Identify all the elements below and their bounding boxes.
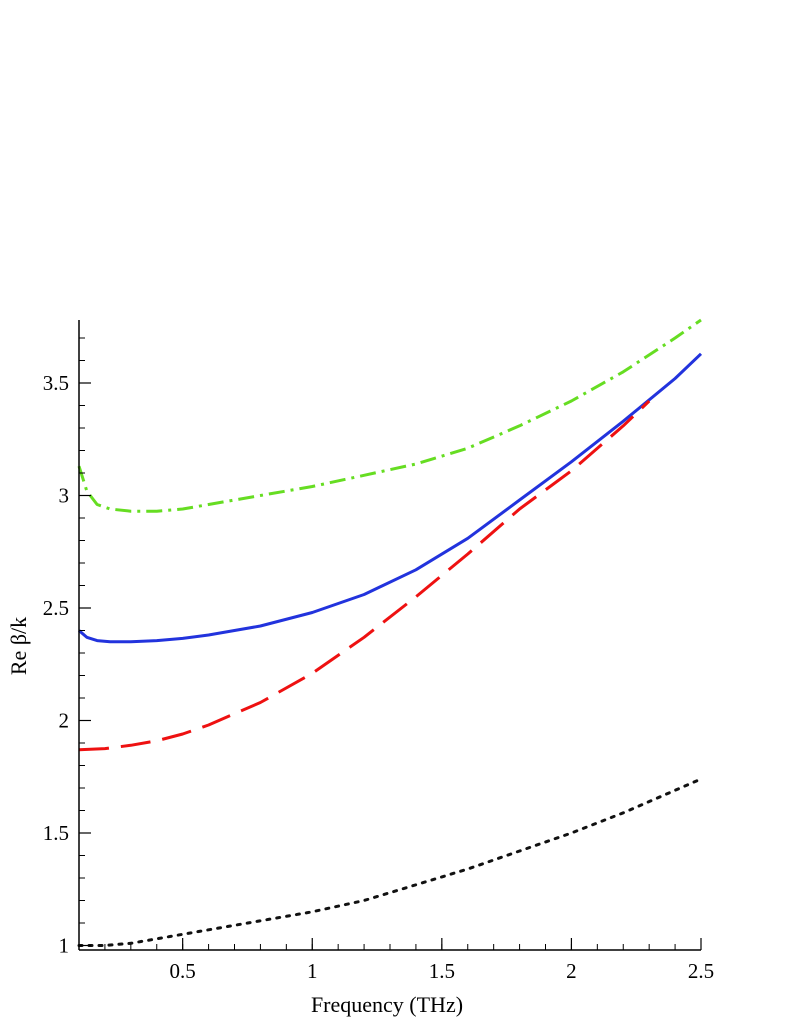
x-axis-title: Frequency (THz) <box>311 992 463 1017</box>
x-tick-label: 0.5 <box>170 959 196 983</box>
x-tick-label: 2.5 <box>688 959 714 983</box>
tick-labels-layer: 0.5 1 1.5 2 2.5 1 1.5 2 2.5 3 3.5 <box>43 371 714 983</box>
y-tick-label: 1 <box>59 934 70 958</box>
series-line-2 <box>78 352 703 644</box>
ticks-layer <box>79 337 702 950</box>
y-tick-label: 1.5 <box>43 821 69 845</box>
series-line-3 <box>78 399 651 752</box>
y-tick-label: 2 <box>59 709 70 733</box>
y-tick-label: 3.5 <box>43 371 69 395</box>
y-tick-label: 3 <box>59 484 70 508</box>
y-tick-label: 2.5 <box>43 596 69 620</box>
axes-layer <box>78 320 701 951</box>
x-tick-label: 1 <box>307 959 318 983</box>
series-line-1 <box>77 318 702 513</box>
series-line-4 <box>77 777 703 947</box>
y-axis-title: Re β/k <box>6 617 31 675</box>
series-layer <box>77 318 703 947</box>
x-tick-label: 1.5 <box>429 959 455 983</box>
x-tick-label: 2 <box>566 959 577 983</box>
